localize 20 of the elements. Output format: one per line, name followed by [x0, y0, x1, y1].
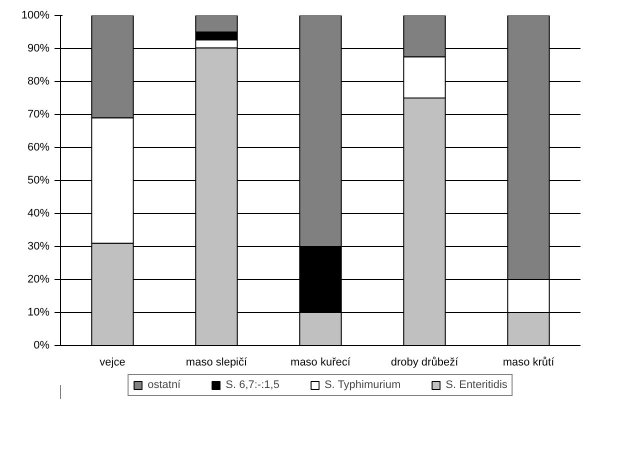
- x-tick-label: vejce: [100, 356, 126, 368]
- y-tick-label: 40%: [27, 208, 50, 220]
- legend-label: S. Typhimurium: [324, 379, 401, 391]
- legend-label: ostatní: [148, 379, 181, 391]
- legend-label: S. Enteritidis: [446, 379, 508, 391]
- y-tick-label: 60%: [27, 142, 50, 154]
- y-tick-label: 100%: [21, 10, 50, 22]
- y-tick-label: 90%: [27, 42, 50, 54]
- x-tick-label: maso slepičí: [186, 356, 248, 368]
- y-tick-label: 80%: [27, 76, 50, 88]
- y-tick-label: 30%: [27, 240, 50, 252]
- y-tick-label: 70%: [27, 108, 50, 120]
- x-tick-label: droby drůbeží: [390, 356, 460, 368]
- x-tick-label: maso krůtí: [502, 356, 556, 368]
- x-tick-label: maso kuřecí: [290, 356, 352, 368]
- y-tick-label: 0%: [34, 340, 50, 352]
- y-tick-label: 10%: [27, 306, 50, 318]
- y-tick-label: 50%: [27, 174, 50, 186]
- legend-label: S. 6,7:-:1,5: [226, 379, 280, 391]
- y-tick-label: 20%: [27, 274, 50, 286]
